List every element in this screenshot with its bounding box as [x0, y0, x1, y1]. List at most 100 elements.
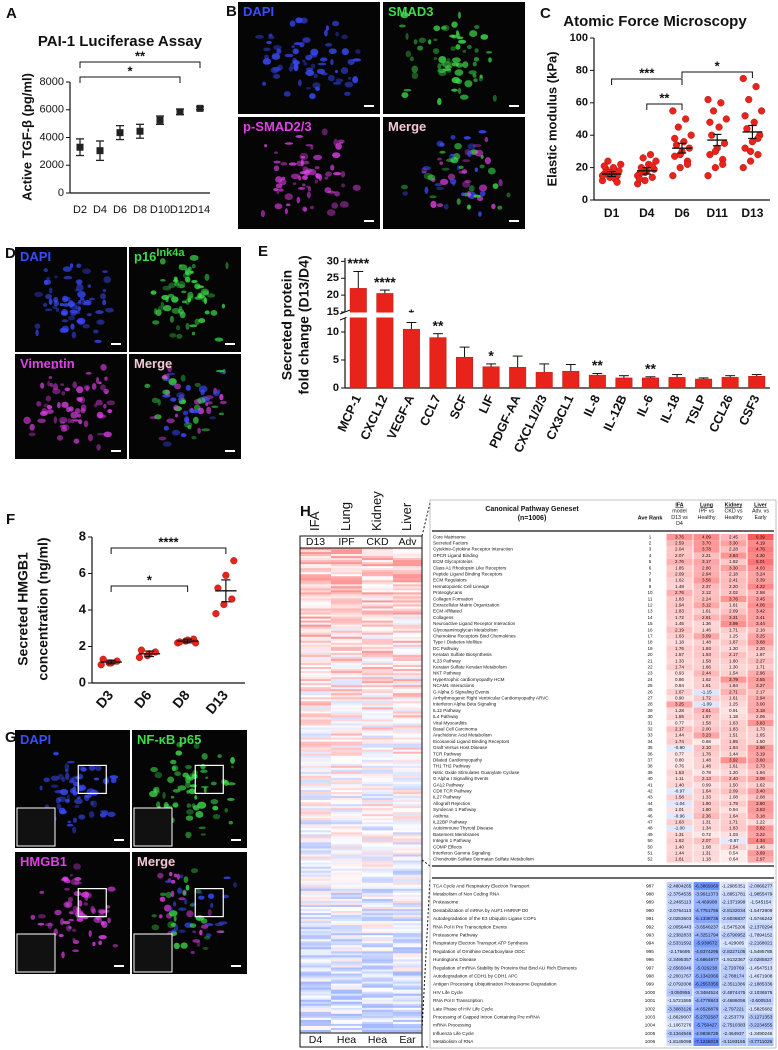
table-value: 1.33 [675, 658, 684, 663]
cell-blob [156, 801, 161, 809]
cell-blob [72, 939, 80, 945]
table-cell [720, 882, 747, 891]
table-value: -0.97 [674, 789, 685, 794]
table-value: 3.56 [702, 578, 711, 583]
heatmap-cell [362, 955, 393, 958]
table-value: 2.36 [702, 813, 711, 818]
heatmap-cell [300, 987, 331, 990]
table-cell [720, 651, 747, 658]
heatmap-cell [362, 648, 393, 652]
heatmap-cell [393, 735, 422, 738]
table-cell [720, 775, 747, 782]
cell-blob [211, 405, 219, 408]
heatmap-cell [362, 582, 393, 585]
cell-blob [436, 140, 444, 147]
heatmap-cell [393, 967, 422, 970]
table-cell [693, 996, 720, 1005]
cell-blob [78, 814, 86, 820]
cell-blob [457, 11, 461, 19]
table-cell [693, 850, 720, 857]
heatmap-cell [331, 638, 362, 642]
heatmap-cell [331, 862, 362, 865]
table-value: -2.6790952 [722, 933, 746, 938]
heatmap-cell [331, 985, 362, 988]
table-cell [666, 794, 693, 801]
cell-blob [96, 411, 104, 419]
table-cell [747, 914, 774, 923]
cell-blob [170, 759, 177, 765]
heatmap-cell [393, 753, 422, 757]
heatmap-cell [331, 836, 362, 839]
cell-blob [40, 382, 45, 389]
data-point [720, 139, 729, 147]
table-header: Healthy [698, 515, 716, 521]
cell-blob [61, 951, 65, 959]
cell-blob [209, 416, 217, 420]
table-value: 2.04 [675, 547, 684, 552]
heatmap-cell [393, 741, 422, 744]
table-value: 1.94 [756, 770, 765, 775]
significance: ** [645, 361, 656, 377]
cell-blob [65, 902, 70, 908]
heatmap-cell [362, 848, 393, 851]
heatmap-cell [393, 902, 422, 906]
heatmap-cell [331, 620, 362, 623]
heatmap-cell [362, 961, 393, 964]
table-value: 2.16 [756, 627, 765, 632]
cell-blob [491, 203, 496, 210]
table-header: Liver [754, 502, 767, 508]
rank: 15 [647, 621, 653, 626]
cell-blob [84, 891, 89, 895]
table-cell [720, 856, 747, 863]
significance: **** [158, 534, 179, 549]
heatmap-cell [300, 959, 331, 962]
table-value: 3.39 [756, 578, 765, 583]
cell-blob [468, 70, 477, 75]
cell-blob [457, 87, 462, 94]
cell-blob [159, 896, 166, 902]
heatmap-cell [362, 804, 393, 807]
heatmap-cell [362, 1023, 393, 1027]
heatmap-cell [393, 987, 422, 990]
heatmap-cell [331, 707, 362, 710]
table-value: 1.50 [756, 739, 765, 744]
cell-blob [473, 56, 480, 62]
table-cell [666, 639, 693, 646]
rank: 8 [649, 578, 652, 583]
bar [721, 377, 739, 389]
table-value: 1.31 [702, 851, 711, 856]
table-value: 3.80 [756, 801, 765, 806]
heatmap-cell [331, 933, 362, 936]
heatmap-column-label: IFA [307, 511, 322, 531]
data-point [706, 151, 714, 159]
bar [668, 377, 686, 389]
cell-blob [80, 297, 84, 301]
table-value: 1.74 [675, 665, 684, 670]
heatmap-cell [331, 856, 362, 859]
table-value: 2.17 [756, 689, 765, 694]
inset [133, 807, 173, 847]
cell-blob [461, 192, 466, 197]
heatmap-cell [300, 973, 331, 976]
heatmap-cell [393, 800, 422, 803]
cell-blob [193, 743, 200, 749]
cell-blob [274, 203, 283, 210]
table-value: 2.09 [729, 609, 738, 614]
heatmap-cell [393, 614, 422, 617]
table-value: -4.8374295 [695, 949, 719, 954]
heatmap-cell [362, 586, 393, 589]
pathway-name: Hypertrophic cardiomyopathy HCM [433, 677, 505, 682]
table-cell [720, 931, 747, 940]
heatmap-cell [300, 737, 331, 740]
heatmap-cell [362, 771, 393, 775]
cell-blob [466, 204, 472, 210]
table-value: -1.5472909 [749, 908, 773, 913]
rank: 7 [649, 572, 652, 577]
cell-blob [479, 164, 485, 169]
cell-blob [212, 390, 220, 397]
table-value: 2.45 [729, 534, 738, 539]
heatmap-cell [393, 846, 422, 849]
heatmap-cell [393, 652, 422, 656]
heatmap-cell [331, 908, 362, 912]
table-value: 0.77 [675, 751, 684, 756]
